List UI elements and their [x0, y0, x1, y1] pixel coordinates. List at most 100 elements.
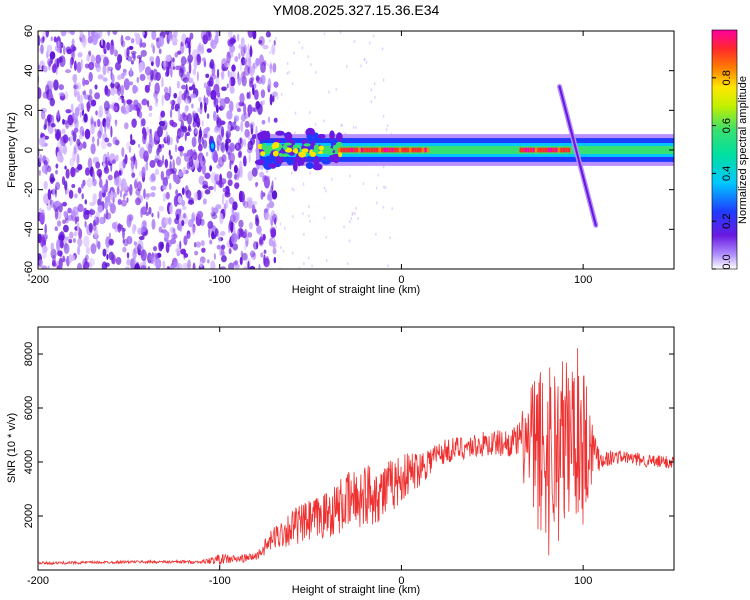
- noise-blob: [268, 237, 274, 247]
- noise-blob: [67, 114, 74, 126]
- band-turbulence: [259, 130, 269, 141]
- snr-frame: [37, 326, 675, 571]
- noise-blob: [92, 169, 95, 182]
- noise-blob: [207, 259, 210, 264]
- noise-blob: [133, 241, 137, 246]
- noise-blob: [220, 126, 225, 138]
- noise-speckle: [309, 171, 311, 175]
- noise-blob: [76, 82, 82, 90]
- noise-blob: [271, 180, 274, 191]
- noise-blob: [122, 71, 127, 76]
- snr-x-tick-label: -100: [209, 575, 231, 587]
- peak-mark: [557, 147, 561, 153]
- noise-blob: [248, 56, 251, 67]
- noise-blob: [216, 163, 222, 169]
- noise-blob: [186, 131, 190, 137]
- noise-blob: [110, 125, 113, 138]
- noise-blob: [258, 40, 263, 45]
- noise-blob: [160, 241, 164, 250]
- noise-blob: [241, 252, 248, 261]
- noise-blob: [188, 62, 192, 74]
- noise-blob: [228, 151, 231, 161]
- noise-blob: [226, 83, 229, 89]
- noise-blob: [106, 65, 110, 74]
- band-turbulence: [286, 157, 294, 166]
- noise-blob: [178, 95, 182, 105]
- noise-blob: [252, 107, 258, 113]
- noise-blob: [193, 241, 197, 248]
- noise-speckle: [276, 96, 279, 100]
- noise-blob: [111, 222, 117, 230]
- noise-blob: [84, 254, 89, 261]
- noise-blob: [105, 116, 111, 128]
- peak-mark: [368, 147, 371, 153]
- band-hotspot: [313, 144, 320, 151]
- noise-blob: [150, 172, 156, 182]
- noise-speckle: [348, 239, 351, 243]
- noise-blob: [67, 207, 72, 214]
- peak-mark: [555, 147, 558, 153]
- noise-blob: [162, 185, 167, 191]
- peak-mark: [353, 147, 356, 153]
- band-hotspot: [312, 149, 320, 153]
- peak-mark: [411, 147, 415, 153]
- noise-blob: [162, 176, 169, 187]
- noise-blob: [129, 67, 133, 77]
- noise-blob: [81, 193, 84, 200]
- noise-blob: [66, 187, 69, 195]
- noise-speckle: [376, 201, 378, 205]
- peak-mark: [419, 147, 422, 153]
- noise-blob: [40, 236, 46, 248]
- peak-mark: [358, 147, 361, 153]
- noise-blob: [208, 76, 214, 87]
- peak-mark: [406, 147, 409, 153]
- noise-speckle: [370, 100, 373, 104]
- noise-blob: [113, 177, 120, 186]
- noise-speckle: [382, 114, 385, 118]
- noise-speckle: [302, 182, 305, 186]
- noise-blob: [66, 48, 73, 55]
- noise-blob: [56, 57, 59, 68]
- noise-blob: [143, 188, 146, 200]
- peak-mark: [547, 147, 550, 153]
- noise-speckle: [323, 216, 326, 220]
- colorbar-label: Normalized spectral amplitude: [737, 76, 749, 224]
- noise-blob: [173, 92, 178, 99]
- noise-blob: [103, 167, 110, 174]
- noise-blob: [50, 52, 54, 65]
- noise-blob: [260, 252, 264, 258]
- noise-blob: [49, 177, 56, 183]
- spectrogram-y-axis-label: Frequency (Hz): [6, 112, 18, 188]
- noise-blob: [230, 160, 234, 165]
- noise-blob: [204, 102, 207, 114]
- noise-blob: [186, 113, 193, 125]
- noise-blob: [187, 127, 192, 133]
- noise-blob: [109, 203, 116, 214]
- noise-blob: [239, 137, 242, 145]
- noise-blob: [200, 240, 205, 247]
- noise-blob: [171, 99, 175, 107]
- noise-blob: [144, 66, 152, 76]
- noise-blob: [224, 185, 230, 196]
- noise-blob: [103, 56, 109, 67]
- noise-blob: [144, 84, 150, 93]
- noise-blob: [171, 122, 178, 128]
- noise-blob: [248, 113, 251, 118]
- noise-blob: [135, 33, 141, 45]
- noise-blob: [54, 128, 57, 133]
- noise-blob: [44, 118, 48, 129]
- noise-blob: [81, 183, 84, 189]
- noise-blob: [73, 231, 78, 237]
- noise-blob: [267, 116, 271, 123]
- noise-speckle: [275, 244, 277, 248]
- noise-blob: [150, 42, 154, 49]
- noise-blob: [192, 49, 199, 60]
- snr-series-line: [38, 348, 674, 566]
- noise-speckle: [274, 177, 277, 181]
- peak-mark: [550, 147, 553, 153]
- noise-blob: [234, 260, 239, 266]
- noise-blob: [223, 96, 231, 104]
- noise-blob: [247, 231, 253, 238]
- noise-blob: [215, 204, 222, 210]
- noise-blob: [126, 236, 133, 245]
